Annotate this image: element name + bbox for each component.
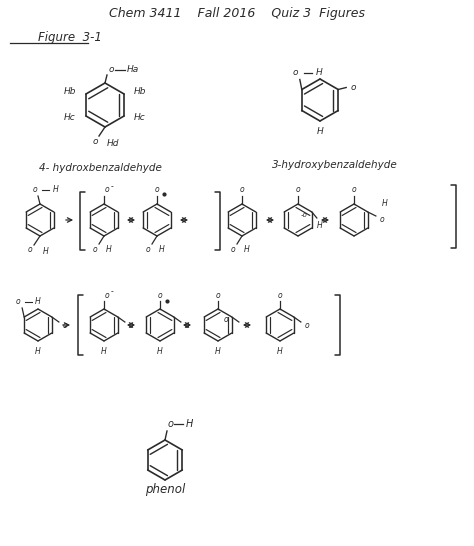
Text: H: H	[101, 347, 107, 355]
Text: H: H	[317, 222, 323, 230]
Text: o: o	[146, 245, 150, 253]
Text: 4- hydroxbenzaldehyde: 4- hydroxbenzaldehyde	[38, 163, 162, 173]
Text: H: H	[316, 68, 323, 77]
Text: -: -	[111, 288, 114, 296]
Text: o: o	[109, 66, 115, 74]
Text: Figure  3-1: Figure 3-1	[38, 31, 102, 44]
Text: -: -	[111, 182, 114, 192]
Text: o: o	[105, 290, 109, 300]
Text: o: o	[223, 314, 228, 323]
Text: H: H	[157, 347, 163, 355]
Text: o: o	[27, 246, 32, 254]
Text: H: H	[43, 246, 49, 256]
Text: o: o	[32, 186, 37, 194]
Text: H: H	[106, 246, 112, 254]
Text: H: H	[159, 246, 165, 254]
Text: o: o	[129, 322, 134, 330]
Text: phenol: phenol	[145, 484, 185, 496]
Text: o: o	[158, 290, 162, 300]
Text: o: o	[92, 136, 98, 145]
Text: o: o	[93, 245, 97, 253]
Text: o: o	[278, 290, 283, 300]
Text: H: H	[382, 199, 388, 209]
Text: Hd: Hd	[107, 139, 119, 147]
Text: o: o	[296, 186, 301, 194]
Text: o: o	[105, 186, 109, 194]
Text: H: H	[186, 419, 193, 429]
Text: o: o	[352, 186, 356, 194]
Text: Hc: Hc	[134, 114, 146, 122]
Text: o: o	[292, 68, 298, 77]
Text: o: o	[240, 186, 244, 194]
Text: H: H	[244, 246, 250, 254]
Text: H: H	[215, 347, 221, 355]
Text: o: o	[380, 216, 384, 224]
Text: o: o	[305, 322, 310, 330]
Text: Hc: Hc	[64, 114, 76, 122]
Text: Ha: Ha	[127, 66, 139, 74]
Text: o: o	[16, 298, 20, 306]
Text: o: o	[155, 186, 159, 194]
Text: o: o	[350, 83, 356, 92]
Text: Chem 3411    Fall 2016    Quiz 3  Figures: Chem 3411 Fall 2016 Quiz 3 Figures	[109, 8, 365, 21]
Text: H: H	[277, 347, 283, 355]
Text: Hb: Hb	[134, 87, 146, 97]
Text: H: H	[317, 127, 323, 135]
Text: o: o	[168, 419, 174, 429]
Text: H: H	[53, 186, 59, 194]
Text: o: o	[216, 290, 220, 300]
Text: o: o	[185, 322, 190, 330]
Text: H: H	[35, 347, 41, 355]
Text: H: H	[35, 298, 41, 306]
Text: o: o	[63, 322, 67, 330]
Text: -o: -o	[301, 212, 308, 218]
Text: Hb: Hb	[64, 87, 76, 97]
Text: 3-hydroxybenzaldehyde: 3-hydroxybenzaldehyde	[272, 160, 398, 170]
Text: o: o	[231, 245, 235, 253]
